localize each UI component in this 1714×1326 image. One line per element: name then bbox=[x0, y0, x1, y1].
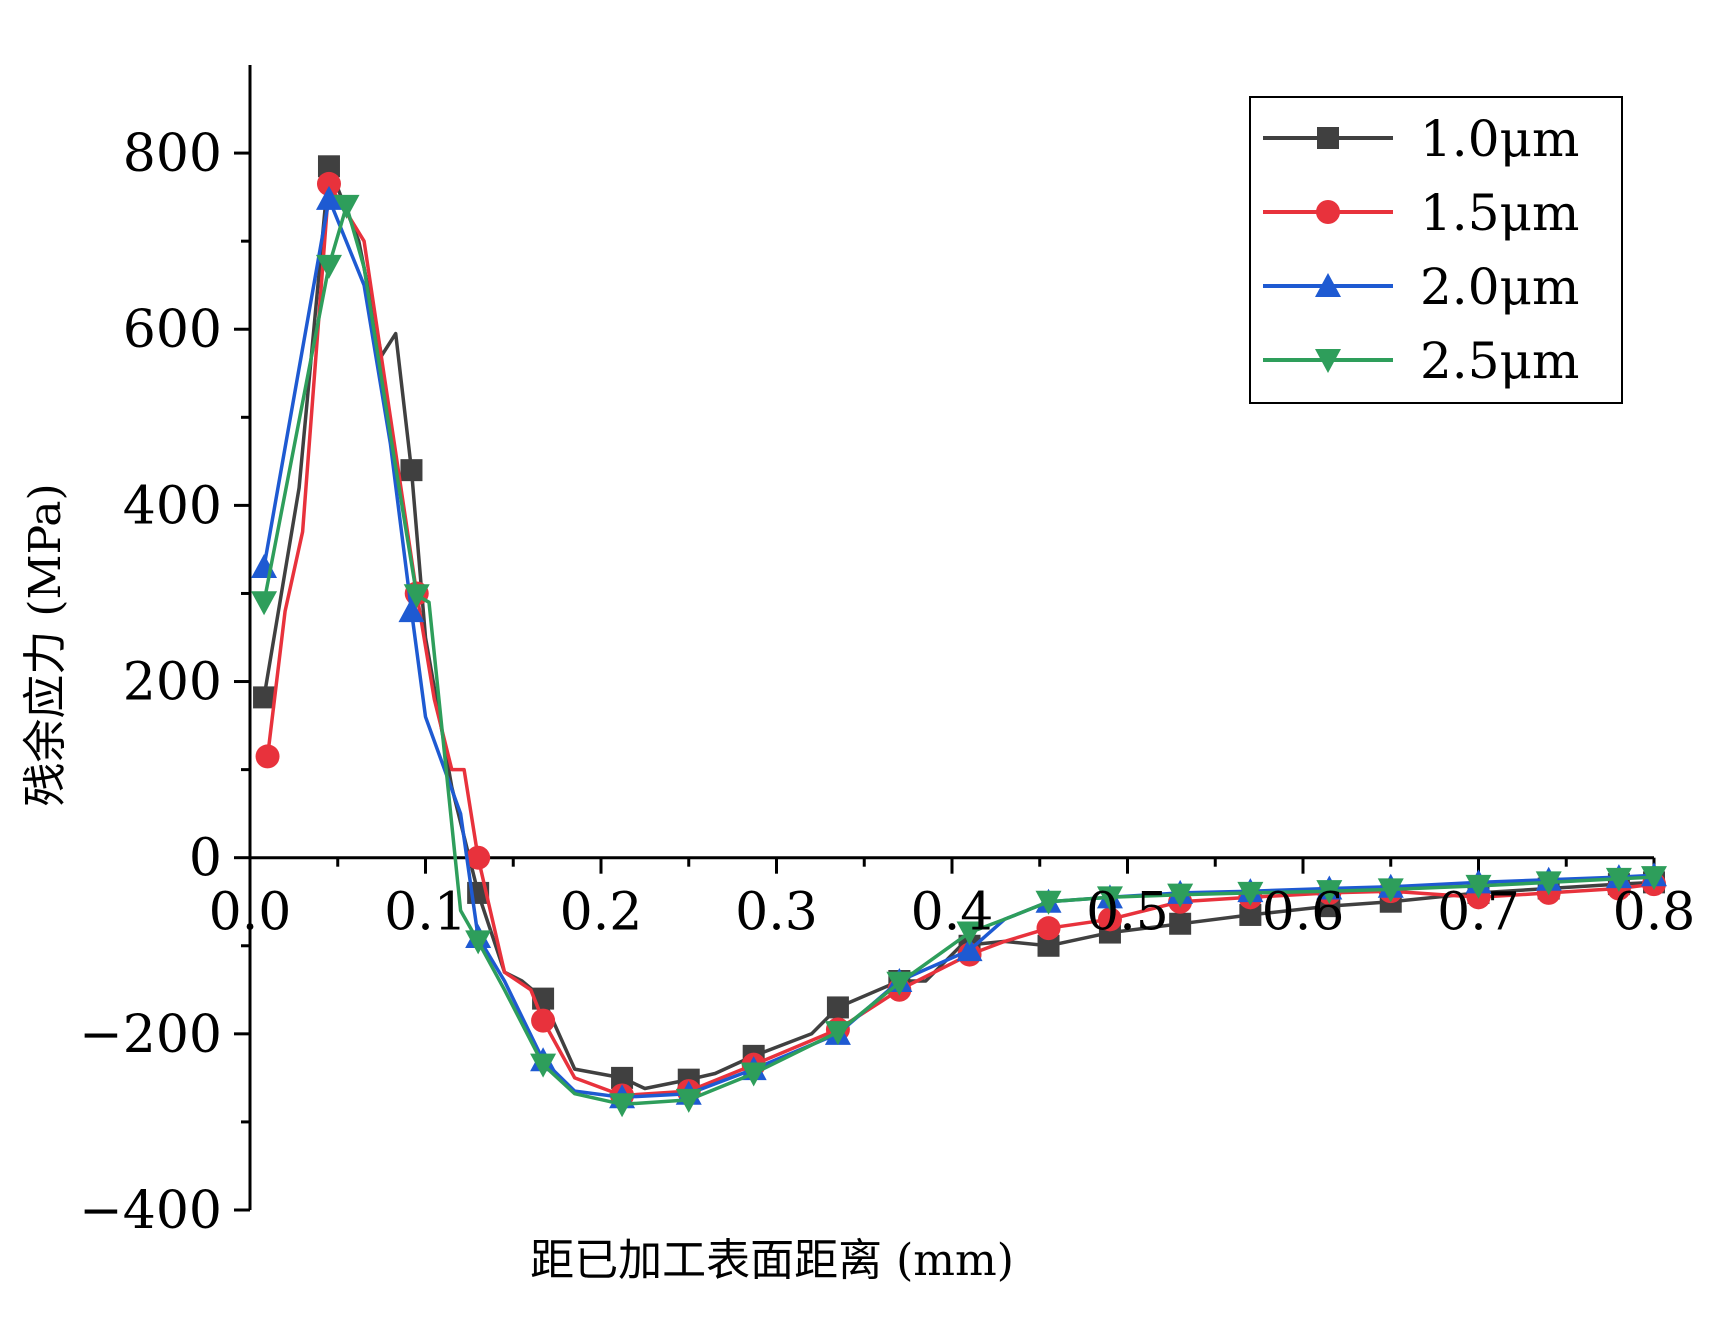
x-tick-label: 0.4 bbox=[911, 883, 994, 943]
x-tick-label: 0.8 bbox=[1613, 883, 1696, 943]
x-tick-label: 0.7 bbox=[1437, 883, 1520, 943]
x-axis-title: 距已加工表面距离 (mm) bbox=[530, 1235, 1014, 1286]
legend-label: 1.0μm bbox=[1420, 110, 1579, 168]
data-point bbox=[740, 1062, 767, 1087]
data-point bbox=[398, 598, 425, 623]
x-tick-label: 0.6 bbox=[1262, 883, 1345, 943]
y-axis bbox=[234, 65, 252, 1212]
data-point bbox=[317, 155, 340, 178]
legend-marker bbox=[1316, 200, 1340, 224]
legend-item: 1.0μm bbox=[1263, 110, 1579, 168]
data-point bbox=[315, 254, 342, 279]
data-point bbox=[1377, 878, 1404, 903]
data-point bbox=[1605, 867, 1632, 892]
legend-marker bbox=[1317, 127, 1339, 149]
data-point bbox=[466, 845, 491, 870]
data-point bbox=[315, 185, 342, 210]
data-point bbox=[400, 459, 423, 482]
data-point bbox=[316, 171, 341, 196]
series-line bbox=[265, 182, 1655, 1098]
data-point bbox=[1641, 866, 1667, 891]
data-point bbox=[675, 1088, 702, 1113]
data-point bbox=[530, 1053, 557, 1078]
data-point bbox=[956, 937, 983, 962]
x-tick-label: 0.5 bbox=[1086, 883, 1169, 943]
data-point bbox=[403, 584, 430, 609]
data-point bbox=[1036, 916, 1061, 941]
y-tick-labels: 800 600 400 200 0 −200 −400 bbox=[79, 124, 222, 1241]
legend-label: 2.5μm bbox=[1420, 332, 1579, 390]
data-point bbox=[886, 971, 913, 996]
series-line bbox=[262, 164, 1655, 1091]
y-tick-label: 400 bbox=[123, 476, 222, 536]
data-point bbox=[1169, 912, 1192, 935]
legend-item: 2.0μm bbox=[1263, 258, 1579, 316]
data-point bbox=[1465, 874, 1492, 899]
x-tick-label: 0.2 bbox=[560, 883, 643, 943]
series-layer bbox=[251, 155, 1667, 1118]
data-point bbox=[531, 1008, 556, 1033]
x-tick-label: 0.1 bbox=[384, 883, 467, 943]
legend-label: 1.5μm bbox=[1420, 184, 1579, 242]
data-point bbox=[1237, 881, 1264, 906]
x-tick-label: 0.0 bbox=[209, 883, 292, 943]
data-point bbox=[826, 996, 849, 1019]
series-4 bbox=[251, 194, 1667, 1118]
y-axis-title: 残余应力 (MPa) bbox=[20, 483, 71, 806]
data-point bbox=[1535, 871, 1562, 896]
data-point bbox=[1097, 907, 1122, 932]
data-point bbox=[253, 686, 276, 709]
data-point bbox=[251, 591, 278, 616]
y-tick-label: 600 bbox=[123, 300, 222, 360]
data-point bbox=[465, 930, 492, 955]
y-tick-label: 800 bbox=[123, 124, 222, 184]
data-point bbox=[609, 1093, 636, 1118]
data-point bbox=[1167, 883, 1194, 908]
data-point bbox=[956, 921, 983, 946]
legend-label: 2.0μm bbox=[1420, 258, 1579, 316]
data-point bbox=[333, 194, 360, 219]
legend-item: 1.5μm bbox=[1263, 184, 1579, 242]
x-tick-label: 0.3 bbox=[735, 883, 818, 943]
data-point bbox=[1037, 934, 1060, 957]
y-tick-label: 0 bbox=[189, 829, 222, 889]
legend-box bbox=[1249, 96, 1623, 404]
data-point bbox=[1239, 903, 1262, 926]
legend-marker bbox=[1315, 349, 1341, 373]
data-point bbox=[1316, 880, 1343, 905]
data-point bbox=[255, 744, 280, 769]
y-tick-label: −200 bbox=[79, 1005, 222, 1065]
legend-marker bbox=[1315, 273, 1341, 297]
data-point bbox=[611, 1066, 634, 1089]
legend-item: 2.5μm bbox=[1263, 332, 1579, 390]
legend: 1.0μm 1.5μm 2.0μm 2.5μm bbox=[1249, 96, 1623, 404]
y-tick-label: 200 bbox=[123, 653, 222, 713]
data-point bbox=[824, 1021, 851, 1046]
data-point bbox=[1035, 890, 1062, 915]
y-tick-label: −400 bbox=[79, 1181, 222, 1241]
x-tick-labels: 0.0 0.1 0.2 0.3 0.4 0.5 0.6 0.7 0.8 bbox=[209, 883, 1696, 943]
data-point bbox=[1096, 886, 1123, 911]
